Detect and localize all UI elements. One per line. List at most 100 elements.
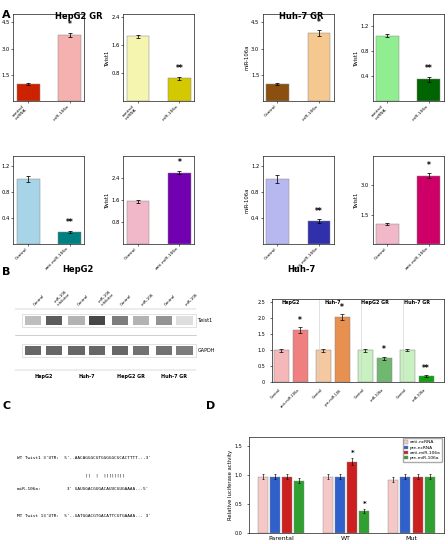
Bar: [400, 350, 415, 382]
Bar: [177, 316, 193, 325]
Bar: [17, 179, 39, 244]
Text: Huh-7: Huh-7: [79, 374, 95, 379]
Bar: [89, 316, 105, 325]
Text: WT Twist1 3'UTR:  5'..AACAGGGCGTGGGGGCGCACTTTT...3': WT Twist1 3'UTR: 5'..AACAGGGCGTGGGGGCGCA…: [17, 456, 151, 460]
Text: Control: Control: [269, 388, 281, 400]
Text: Twist1: Twist1: [198, 318, 213, 323]
Text: ||  |  ||||||||: || | ||||||||: [17, 473, 125, 478]
Bar: [418, 176, 440, 244]
Text: B: B: [2, 267, 11, 276]
Text: **: **: [66, 218, 73, 227]
Bar: [22, 314, 195, 327]
Text: *: *: [427, 161, 431, 170]
Bar: [401, 477, 410, 533]
Text: Huh-7 GR: Huh-7 GR: [404, 300, 430, 305]
Text: *: *: [382, 345, 386, 354]
Bar: [46, 347, 62, 355]
Bar: [22, 344, 195, 357]
Text: HepG2 GR: HepG2 GR: [55, 12, 102, 21]
Bar: [425, 477, 435, 533]
Text: Control: Control: [164, 294, 177, 307]
Text: Huh-7 GR: Huh-7 GR: [161, 374, 187, 379]
Bar: [418, 79, 440, 101]
Bar: [316, 350, 331, 382]
Text: Control: Control: [120, 294, 133, 307]
Text: A: A: [2, 10, 11, 20]
Bar: [133, 347, 149, 355]
Text: Control: Control: [353, 388, 365, 400]
Text: miR-106a: miR-106a: [369, 388, 384, 403]
Text: HepG2: HepG2: [281, 300, 300, 305]
Bar: [274, 350, 289, 382]
Y-axis label: Twist1: Twist1: [105, 192, 110, 208]
Bar: [168, 78, 191, 101]
Bar: [126, 201, 149, 244]
Y-axis label: Relative luciferase activity: Relative luciferase activity: [228, 450, 233, 520]
Text: **: **: [315, 207, 323, 215]
Bar: [69, 316, 85, 325]
Text: **: **: [176, 64, 183, 73]
Bar: [358, 350, 373, 382]
Text: MT Twist 13'UTR:  5'..GATGGACGTGACATTCGTGAAAA... 3': MT Twist 13'UTR: 5'..GATGGACGTGACATTCGTG…: [17, 514, 151, 518]
Bar: [282, 477, 292, 533]
Bar: [155, 347, 172, 355]
Bar: [177, 347, 193, 355]
Text: HepG2 GR: HepG2 GR: [361, 300, 389, 305]
Bar: [308, 33, 331, 101]
Bar: [112, 347, 128, 355]
Text: miR-106
inhibitor: miR-106 inhibitor: [97, 289, 115, 307]
Bar: [347, 462, 357, 533]
Text: miR-106
inhibitor: miR-106 inhibitor: [54, 289, 71, 307]
Bar: [17, 84, 39, 101]
Text: anti-miR-106a: anti-miR-106a: [279, 388, 300, 409]
Bar: [58, 35, 81, 101]
Text: miR-106: miR-106: [141, 293, 155, 307]
Bar: [25, 316, 41, 325]
Y-axis label: Twist1: Twist1: [105, 49, 110, 66]
Text: **: **: [425, 64, 433, 73]
Bar: [388, 480, 398, 533]
Bar: [376, 224, 399, 244]
Bar: [112, 316, 128, 325]
Bar: [335, 317, 349, 382]
Bar: [258, 477, 267, 533]
Text: HepG2 GR: HepG2 GR: [116, 374, 144, 379]
Text: *: *: [317, 18, 321, 27]
Bar: [155, 316, 172, 325]
Bar: [133, 316, 149, 325]
Text: pre-miR-106: pre-miR-106: [323, 388, 342, 406]
Text: HepG2: HepG2: [63, 265, 94, 274]
Text: C: C: [2, 401, 10, 411]
Legend: anti-ncRNA, pre-ncRNA, anti-miR-106a, pre-miR-106a: anti-ncRNA, pre-ncRNA, anti-miR-106a, pr…: [403, 438, 442, 462]
Y-axis label: miR-106a: miR-106a: [245, 45, 250, 70]
Bar: [293, 330, 307, 382]
Text: **: **: [422, 364, 430, 373]
Text: Huh-7: Huh-7: [287, 265, 315, 274]
Bar: [89, 347, 105, 355]
Bar: [377, 358, 392, 382]
Text: *: *: [298, 316, 302, 325]
Bar: [335, 477, 345, 533]
Bar: [266, 179, 289, 244]
Bar: [419, 376, 434, 382]
Bar: [323, 477, 333, 533]
Text: *: *: [68, 20, 72, 29]
Y-axis label: Twist1: Twist1: [354, 49, 359, 66]
Bar: [359, 511, 369, 533]
Bar: [270, 477, 280, 533]
Bar: [46, 316, 62, 325]
Bar: [308, 221, 331, 244]
Bar: [25, 347, 41, 355]
Y-axis label: Twist1: Twist1: [354, 192, 359, 208]
Text: Control: Control: [77, 294, 90, 307]
Text: Control: Control: [311, 388, 323, 400]
Text: *: *: [350, 450, 354, 456]
Bar: [126, 36, 149, 101]
Text: *: *: [362, 501, 366, 507]
Text: Huh-7 GR: Huh-7 GR: [279, 12, 323, 21]
Bar: [69, 347, 85, 355]
Bar: [294, 481, 304, 533]
Text: GAPDH: GAPDH: [198, 348, 215, 353]
Text: miR-106: miR-106: [185, 293, 199, 307]
Text: Control: Control: [33, 294, 46, 307]
